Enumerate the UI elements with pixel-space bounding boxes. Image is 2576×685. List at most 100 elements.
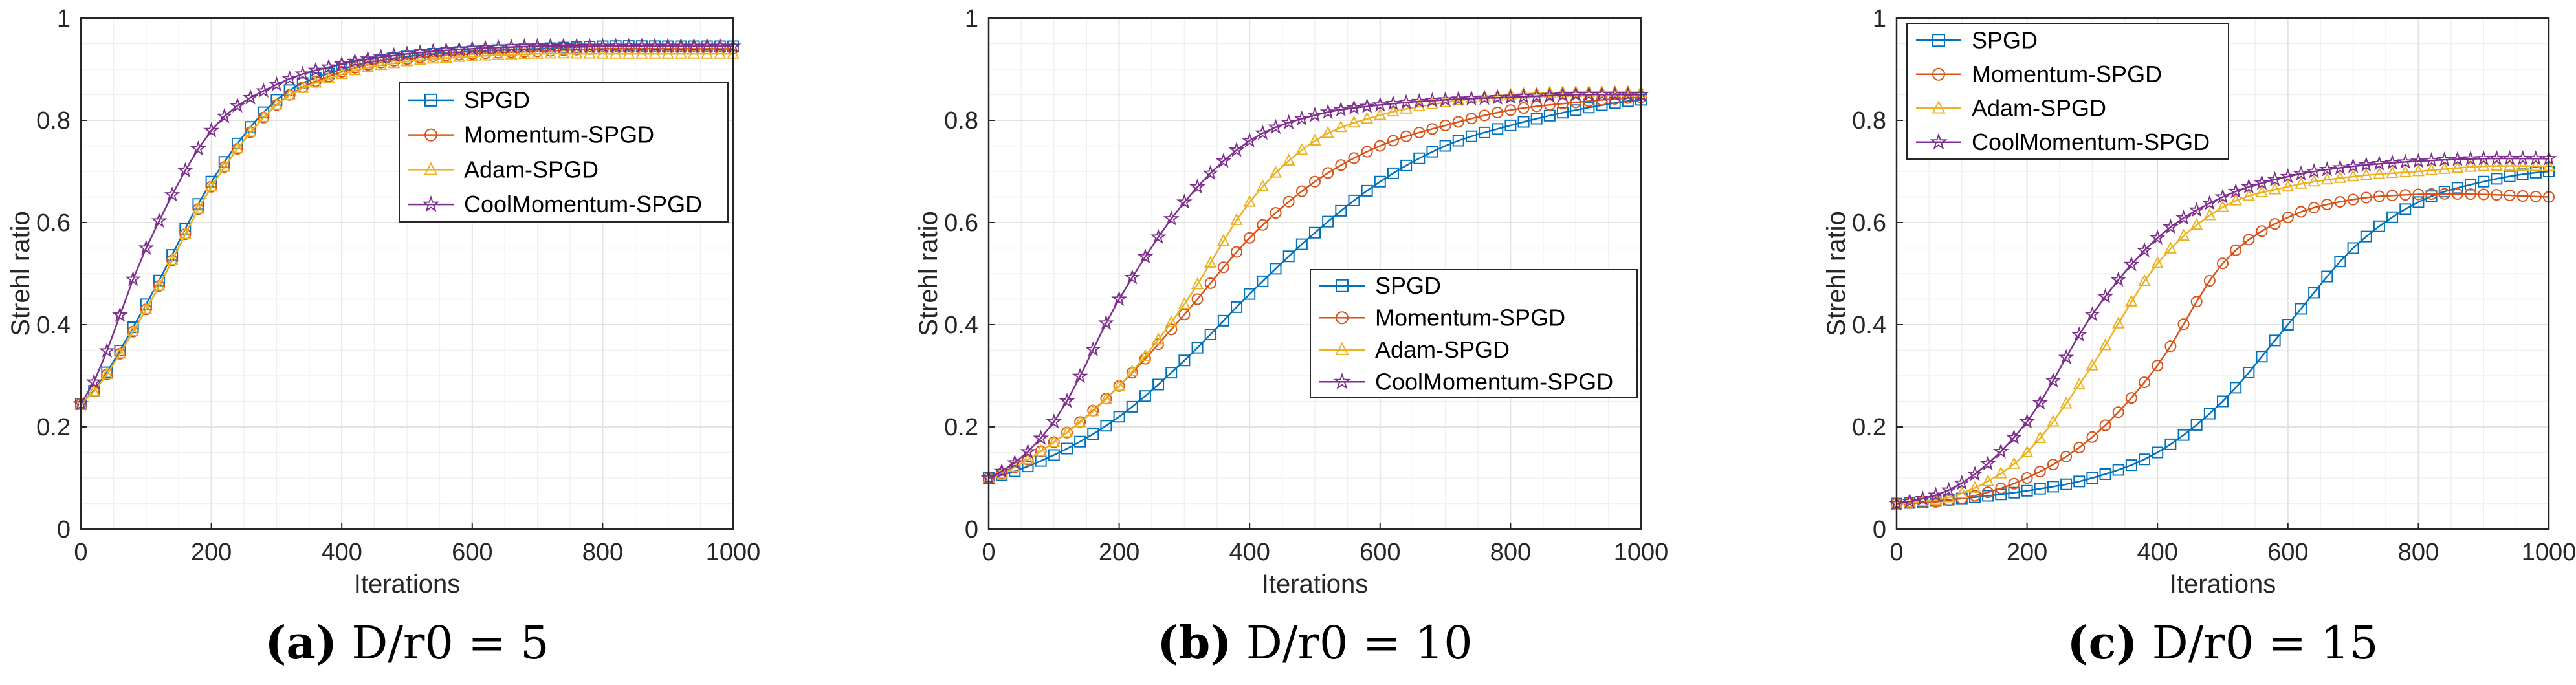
data-point <box>2516 168 2529 180</box>
data-point <box>2504 170 2516 182</box>
data-point <box>2384 154 2401 170</box>
data-point <box>2321 270 2333 283</box>
legend-label: Momentum-SPGD <box>464 122 654 148</box>
data-point <box>531 47 544 59</box>
data-point <box>2190 419 2203 431</box>
data-point <box>1385 95 1402 111</box>
data-point <box>452 50 466 62</box>
data-point <box>1994 466 2007 479</box>
data-point <box>2527 150 2544 166</box>
data-point <box>1622 85 1635 97</box>
data-point <box>2371 155 2388 171</box>
data-point <box>1400 102 1413 114</box>
data-point <box>464 40 481 56</box>
data-point <box>1254 124 1271 140</box>
data-point <box>2504 190 2516 202</box>
data-point <box>2136 242 2153 257</box>
data-point <box>646 38 663 53</box>
data-point <box>1022 461 1034 473</box>
data-point <box>190 140 206 156</box>
data-point <box>2516 158 2529 171</box>
data-point <box>1139 353 1151 365</box>
y-axis-label: Strehl ratio <box>1822 211 1851 336</box>
data-point <box>2345 158 2362 173</box>
x-tick-label: 400 <box>2137 539 2177 566</box>
data-point <box>204 179 218 192</box>
data-point <box>581 38 598 53</box>
data-point <box>1322 215 1334 228</box>
data-point <box>1282 195 1295 208</box>
data-point <box>2152 446 2164 459</box>
data-point <box>2019 413 2036 429</box>
data-point <box>2099 419 2111 431</box>
y-tick-label: 0.2 <box>944 414 978 441</box>
legend: SPGD Momentum-SPGD Adam-SPGD CoolMomentum-S… <box>399 82 729 223</box>
data-point <box>1570 104 1582 116</box>
data-point <box>2373 167 2386 179</box>
data-point <box>2112 406 2124 419</box>
data-point <box>2047 415 2060 427</box>
data-point <box>1609 92 1621 105</box>
legend-marker <box>424 162 438 175</box>
legend-label: Momentum-SPGD <box>1972 61 2162 87</box>
legend-entry: CoolMomentum-SPGD <box>1319 368 1613 395</box>
data-point <box>1901 493 1918 508</box>
data-point <box>2125 294 2138 307</box>
data-point <box>2240 178 2257 194</box>
data-point <box>1152 332 1165 345</box>
series-line <box>1896 165 2549 505</box>
legend-marker <box>424 93 437 107</box>
data-point <box>2293 165 2309 181</box>
data-point <box>2347 193 2359 206</box>
data-point <box>2071 326 2087 342</box>
data-point <box>1165 367 1178 379</box>
data-point <box>2373 220 2385 232</box>
data-point <box>2438 162 2451 174</box>
data-point <box>1150 228 1167 245</box>
data-point <box>571 43 583 56</box>
data-point <box>2190 217 2203 230</box>
data-point <box>1541 87 1558 103</box>
data-point <box>1321 125 1334 138</box>
data-point <box>1073 415 1086 428</box>
data-point <box>1966 466 1983 481</box>
legend-entry: Momentum-SPGD <box>1319 304 1565 331</box>
data-point <box>2488 149 2505 166</box>
legend-box <box>1310 269 1638 398</box>
data-point <box>1583 102 1595 114</box>
x-tick-label: 600 <box>452 539 492 566</box>
data-point <box>2490 158 2504 171</box>
data-point <box>2465 188 2477 201</box>
data-point <box>1243 195 1256 207</box>
data-point <box>2449 151 2466 166</box>
data-point <box>1348 152 1360 164</box>
data-point <box>1517 102 1530 114</box>
data-point <box>1322 167 1334 179</box>
data-point <box>426 52 439 64</box>
data-point <box>1580 86 1597 102</box>
data-point <box>1189 178 1205 194</box>
data-point <box>1228 142 1245 157</box>
data-point <box>2216 200 2229 212</box>
data-point <box>2058 349 2075 365</box>
data-point <box>529 38 545 53</box>
data-point <box>1332 101 1349 117</box>
data-point <box>568 38 585 53</box>
y-tick-label: 0 <box>965 516 978 543</box>
data-point <box>490 39 507 54</box>
data-point <box>2267 171 2284 187</box>
x-tick-label: 200 <box>1099 539 1139 566</box>
data-point <box>1348 194 1360 206</box>
data-point <box>1048 435 1061 448</box>
data-point <box>1139 349 1152 362</box>
data-point <box>1557 107 1569 119</box>
data-point <box>648 47 661 59</box>
data-point <box>1137 248 1154 264</box>
data-point <box>1374 175 1386 188</box>
legend-entry: Adam-SPGD <box>1319 336 1510 363</box>
y-tick-label: 0.4 <box>944 312 978 339</box>
data-point <box>309 76 322 88</box>
data-point <box>1294 110 1310 126</box>
y-tick-label: 0.2 <box>36 414 71 441</box>
data-point <box>1059 393 1075 408</box>
